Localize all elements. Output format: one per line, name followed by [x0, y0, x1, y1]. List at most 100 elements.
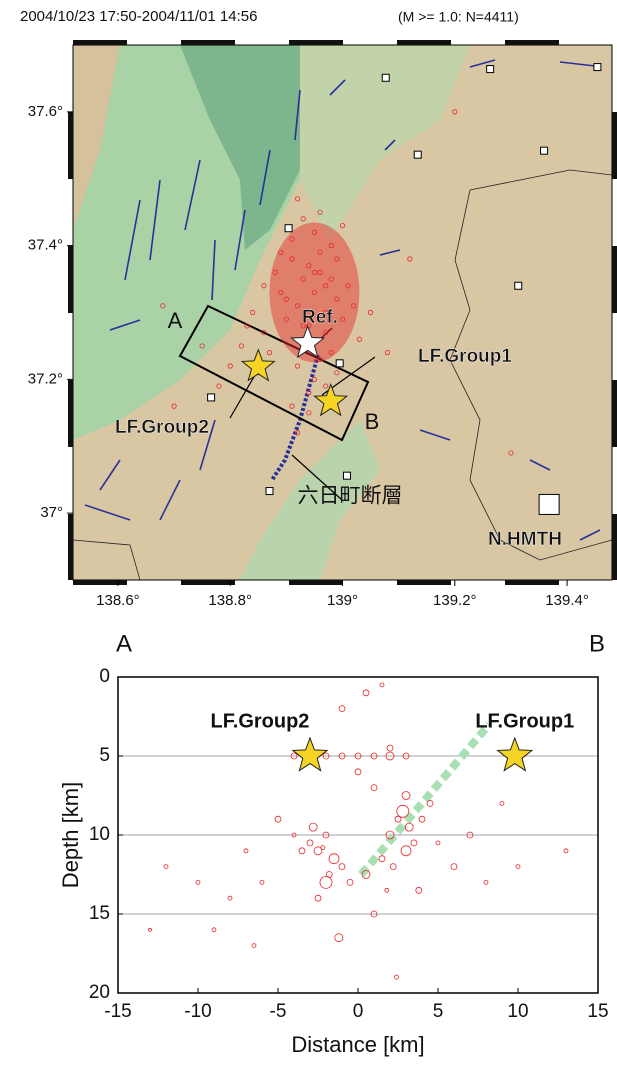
frame-bar	[73, 40, 127, 45]
x-tick-label: -10	[184, 1001, 211, 1022]
annotation: B	[365, 409, 380, 434]
event	[272, 269, 278, 275]
star-marker	[496, 736, 534, 772]
event	[338, 752, 346, 760]
event	[238, 343, 245, 349]
x-tick-label: 5	[433, 1001, 444, 1022]
event	[396, 804, 410, 818]
event	[322, 752, 330, 760]
valley	[300, 45, 470, 240]
event	[401, 791, 411, 800]
frame-bar	[397, 40, 451, 45]
event	[328, 276, 334, 282]
station	[207, 393, 216, 402]
station	[342, 471, 351, 480]
fault	[84, 59, 601, 541]
event	[385, 830, 395, 840]
event	[367, 309, 374, 316]
frame-bar	[68, 380, 73, 447]
frame	[117, 676, 599, 994]
event	[195, 880, 201, 885]
event	[334, 933, 344, 943]
event	[323, 383, 329, 389]
event	[289, 236, 295, 242]
event	[400, 845, 412, 857]
event	[389, 863, 397, 870]
y-tick-label: 20	[89, 982, 110, 1003]
event	[294, 430, 301, 436]
event	[379, 682, 385, 688]
frame-bar	[68, 246, 73, 313]
event	[515, 864, 521, 869]
event	[306, 839, 314, 847]
event	[163, 864, 169, 869]
marker-label: LF.Group2	[211, 710, 310, 732]
station	[381, 73, 390, 82]
frame-bar	[612, 112, 617, 179]
event	[418, 815, 426, 823]
event	[338, 863, 346, 870]
event	[404, 822, 414, 832]
event	[323, 309, 329, 316]
event	[361, 870, 371, 879]
frame-bar	[612, 514, 617, 580]
event	[308, 822, 318, 832]
event	[211, 927, 217, 933]
map-title: 2004/10/23 17:50-2004/11/01 14:56	[20, 8, 257, 25]
frame-bar	[68, 112, 73, 179]
event	[328, 350, 334, 356]
event	[313, 846, 323, 856]
boundary	[73, 169, 612, 580]
cross-section-box	[178, 304, 370, 442]
frame-bar	[73, 580, 127, 585]
star-marker	[291, 736, 329, 772]
event	[346, 879, 354, 886]
star-marker	[290, 324, 326, 359]
event	[227, 895, 233, 901]
event	[306, 263, 312, 269]
event	[328, 853, 340, 865]
y-tick-label: 5	[99, 745, 110, 766]
fault-trace	[358, 721, 493, 878]
event	[244, 323, 250, 329]
event	[351, 303, 357, 309]
event	[415, 886, 423, 894]
event	[216, 383, 222, 389]
station	[540, 146, 549, 155]
x-tick-label: 139.2°	[433, 592, 477, 609]
x-tick-label: 15	[587, 1001, 608, 1022]
y-tick-label: 15	[89, 903, 110, 924]
event	[354, 768, 362, 776]
frame-bar	[181, 580, 235, 585]
event	[394, 815, 402, 823]
corner-label: B	[589, 630, 605, 657]
event	[339, 316, 346, 322]
map-subtitle: (M >= 1.0: N=4411)	[398, 9, 519, 25]
event	[290, 752, 298, 760]
y-tick-label: 37.2°	[28, 370, 63, 387]
y-tick-label: 37.6°	[28, 103, 63, 120]
station	[335, 359, 344, 368]
event	[306, 390, 312, 396]
event	[322, 831, 330, 839]
event	[311, 376, 318, 382]
map: 138.6° 138.8° 139° 139.2° 139.4° 37° 37.2° 37.4…	[28, 63, 602, 609]
event	[339, 222, 346, 229]
event	[261, 283, 267, 289]
x-axis-label: Distance [km]	[291, 1032, 424, 1057]
event	[508, 450, 514, 456]
annotation: 六日町断層	[298, 485, 403, 508]
event	[426, 800, 434, 807]
event	[283, 316, 289, 322]
star-marker	[313, 382, 349, 417]
y-tick-label: 37°	[40, 504, 63, 521]
event	[251, 943, 257, 948]
event	[385, 751, 395, 761]
corner-label: A	[116, 630, 132, 657]
y-tick-label: 37.4°	[28, 237, 63, 254]
event	[362, 689, 370, 697]
map-frame	[68, 40, 617, 585]
star-marker	[240, 348, 276, 382]
event	[386, 744, 394, 752]
square-marker	[538, 493, 560, 515]
